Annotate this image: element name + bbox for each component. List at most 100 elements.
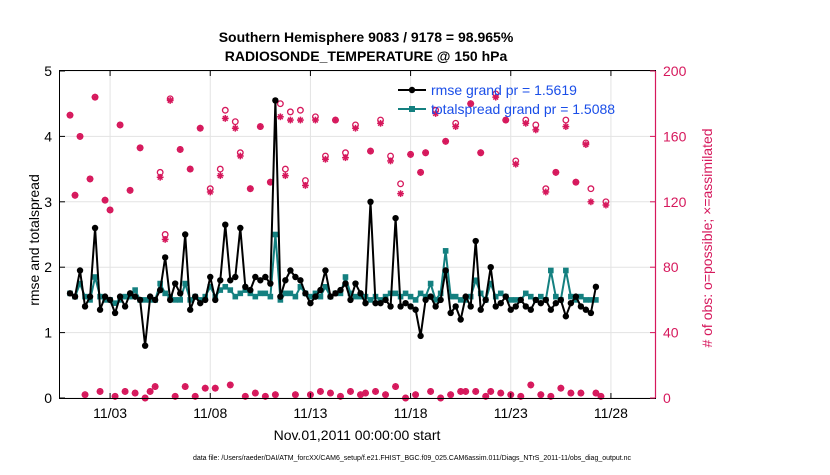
obs-assimilated-stroke xyxy=(522,120,529,127)
obs-assimilated-point xyxy=(337,392,344,400)
totalspread-point xyxy=(497,290,504,297)
x-tick-label-1: 11/08 xyxy=(193,405,227,421)
x-tick-label-4: 11/23 xyxy=(494,405,528,421)
totalspread-point xyxy=(222,284,229,290)
obs-assimilated-point xyxy=(91,93,99,101)
obs-assimilated-stroke xyxy=(432,110,439,117)
totalspread-point xyxy=(578,293,584,300)
totalspread-point xyxy=(197,297,204,303)
obs-assimilated-stroke xyxy=(572,179,579,186)
totalspread-point xyxy=(92,274,98,280)
obs-assimilated-stroke xyxy=(387,158,394,164)
footer-data-file: data file: /Users/raeder/DAI/ATM_forcXX/… xyxy=(193,455,632,462)
rmse-point xyxy=(96,306,104,313)
obs-assimilated-stroke xyxy=(217,172,224,179)
rmse-point xyxy=(447,309,454,317)
rmse-point xyxy=(292,273,299,281)
rmse-point xyxy=(342,280,349,287)
obs-assimilated-stroke xyxy=(277,113,284,120)
obs-assimilated-point xyxy=(407,150,414,158)
rmse-point xyxy=(86,293,94,300)
obs-assimilated-point xyxy=(86,175,94,183)
rmse-point xyxy=(111,309,119,317)
rmse-point xyxy=(482,296,489,304)
rmse-point xyxy=(307,299,314,307)
obs-assimilated-point xyxy=(186,165,194,173)
obs-assimilated-stroke xyxy=(352,125,359,132)
obs-assimilated-stroke xyxy=(272,391,279,398)
obs-assimilated-point xyxy=(557,384,565,392)
obs-assimilated-point xyxy=(382,391,389,399)
rmse-point xyxy=(402,299,409,307)
obs-assimilated-point xyxy=(211,384,219,392)
chart-marks xyxy=(66,90,610,402)
y-right-tick-label-2: 80 xyxy=(663,259,679,275)
rmse-point xyxy=(146,293,154,300)
x-tick-label-2: 11/13 xyxy=(293,405,327,421)
rmse-point xyxy=(156,286,164,294)
y-left-tick-label-4: 4 xyxy=(44,128,52,144)
obs-assimilated-point xyxy=(297,116,304,124)
obs-possible-point xyxy=(296,106,304,114)
obs-assimilated-stroke xyxy=(552,169,559,176)
rmse-point xyxy=(212,296,219,304)
rmse-point xyxy=(282,277,289,284)
obs-assimilated-stroke xyxy=(462,388,469,395)
obs-assimilated-stroke xyxy=(197,125,204,132)
obs-assimilated-point xyxy=(587,198,595,206)
obs-assimilated-stroke xyxy=(327,390,334,397)
rmse-point xyxy=(422,296,429,304)
rmse-point xyxy=(91,224,99,232)
totalspread-point xyxy=(287,290,294,297)
rmse-point xyxy=(222,221,229,228)
rmse-point xyxy=(141,342,149,349)
obs-assimilated-point xyxy=(522,119,530,127)
rmse-point xyxy=(367,198,374,205)
totalspread-point xyxy=(522,290,529,297)
rmse-point xyxy=(151,296,159,304)
y-axis-label-left: rmse and totalspread xyxy=(26,174,42,306)
legend-marker-rmse xyxy=(408,86,416,94)
obs-assimilated-stroke xyxy=(367,148,374,155)
totalspread-point xyxy=(237,290,244,297)
totalspread-point xyxy=(157,280,163,287)
obs-assimilated-stroke xyxy=(407,151,414,158)
obs-assimilated-point xyxy=(196,124,204,132)
obs-assimilated-point xyxy=(96,388,104,395)
obs-assimilated-stroke xyxy=(377,120,384,127)
rmse-point xyxy=(106,296,114,304)
obs-assimilated-stroke xyxy=(237,153,244,159)
totalspread-point xyxy=(142,297,148,303)
legend-label-rmse: rmse grand pr = 1.5619 xyxy=(431,82,577,98)
rmse-point xyxy=(387,303,394,310)
totalspread-point xyxy=(367,297,374,303)
obs-assimilated-stroke xyxy=(87,175,93,182)
rmse-point xyxy=(252,273,259,281)
obs-possible-point xyxy=(286,108,294,116)
obs-assimilated-stroke xyxy=(347,388,354,395)
rmse-point xyxy=(302,290,309,297)
obs-assimilated-stroke xyxy=(372,388,379,395)
totalspread-point xyxy=(392,290,399,297)
obs-assimilated-stroke xyxy=(312,117,319,123)
rmse-point xyxy=(572,293,580,300)
legend-label-spread: totalspread grand pr = 1.5088 xyxy=(431,101,615,117)
obs-assimilated-stroke xyxy=(603,202,609,208)
rmse-point xyxy=(131,293,139,300)
rmse-point xyxy=(297,277,304,284)
totalspread-point xyxy=(177,297,184,303)
obs-assimilated-point xyxy=(392,383,399,390)
y-right-tick-label-5: 200 xyxy=(663,63,687,79)
obs-assimilated-point xyxy=(602,201,610,209)
obs-assimilated-point xyxy=(527,381,535,389)
obs-assimilated-stroke xyxy=(157,174,164,181)
obs-assimilated-point xyxy=(81,391,89,399)
rmse-point xyxy=(392,214,399,222)
obs-assimilated-point xyxy=(372,388,379,395)
totalspread-point xyxy=(452,293,459,300)
rmse-point xyxy=(442,267,449,274)
y-left-tick-label-5: 5 xyxy=(44,63,52,79)
obs-assimilated-point xyxy=(352,124,359,132)
totalspread-point xyxy=(593,297,599,303)
